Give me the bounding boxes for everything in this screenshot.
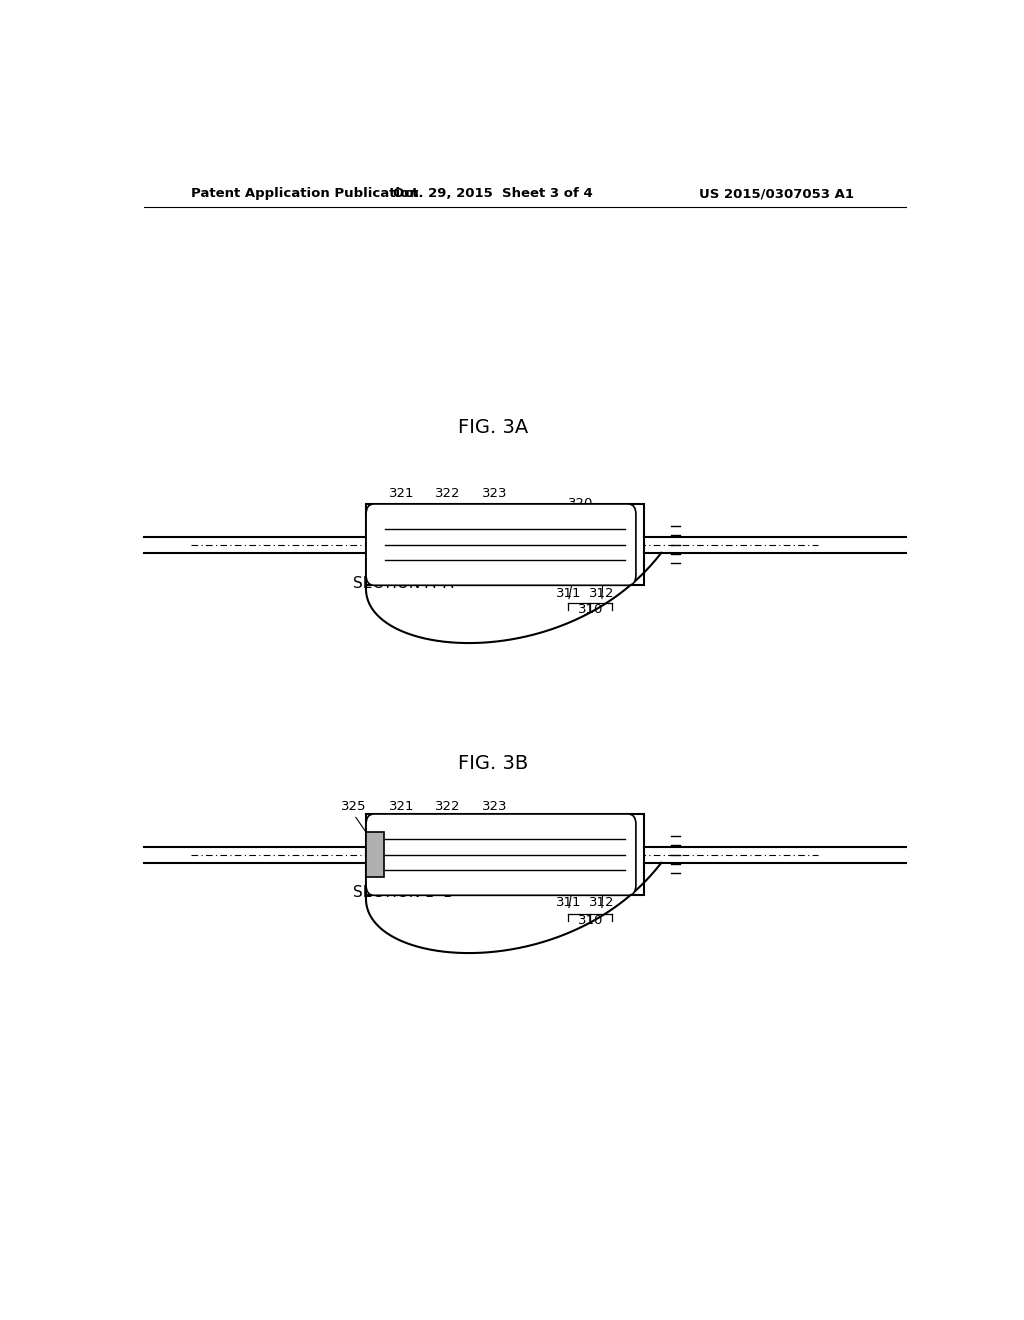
Text: SECTION A–A’: SECTION A–A’ (353, 576, 459, 591)
Text: 311: 311 (556, 587, 582, 599)
Text: 312: 312 (589, 587, 614, 599)
Text: 323: 323 (482, 487, 508, 500)
Text: 321: 321 (389, 800, 415, 813)
Text: US 2015/0307053 A1: US 2015/0307053 A1 (699, 187, 854, 201)
Bar (367, 814, 644, 895)
Bar (367, 504, 644, 585)
Text: 322: 322 (435, 487, 461, 500)
FancyBboxPatch shape (367, 504, 636, 585)
Text: 322: 322 (435, 800, 461, 813)
Text: 311: 311 (556, 896, 582, 909)
Text: 321: 321 (389, 487, 415, 500)
Text: 320: 320 (567, 498, 593, 511)
Text: 310: 310 (578, 603, 603, 616)
Text: FIG. 3A: FIG. 3A (458, 418, 528, 437)
Text: 323: 323 (482, 800, 508, 813)
Text: FIG. 3B: FIG. 3B (458, 754, 528, 772)
Text: 310: 310 (578, 915, 603, 927)
Text: Patent Application Publication: Patent Application Publication (191, 187, 419, 201)
Text: Oct. 29, 2015  Sheet 3 of 4: Oct. 29, 2015 Sheet 3 of 4 (393, 187, 593, 201)
Text: 312: 312 (589, 896, 614, 909)
Text: SECTION B–B’: SECTION B–B’ (353, 884, 459, 900)
FancyBboxPatch shape (367, 814, 636, 895)
Text: 320: 320 (567, 813, 593, 825)
Bar (367, 833, 384, 876)
Text: 325: 325 (341, 800, 367, 813)
